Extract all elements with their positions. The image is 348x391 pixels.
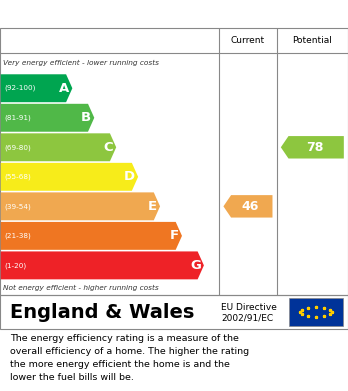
Text: E: E <box>148 200 157 213</box>
Polygon shape <box>223 195 272 217</box>
Polygon shape <box>1 192 160 220</box>
Text: G: G <box>190 259 201 272</box>
Text: Very energy efficient - lower running costs: Very energy efficient - lower running co… <box>3 59 159 66</box>
Text: Not energy efficient - higher running costs: Not energy efficient - higher running co… <box>3 284 159 291</box>
Polygon shape <box>1 163 138 191</box>
Polygon shape <box>1 133 116 161</box>
Polygon shape <box>1 74 72 102</box>
Text: (1-20): (1-20) <box>4 262 26 269</box>
Text: 2002/91/EC: 2002/91/EC <box>221 313 273 322</box>
Text: B: B <box>81 111 91 124</box>
Text: F: F <box>170 230 179 242</box>
Text: A: A <box>59 82 69 95</box>
Text: (39-54): (39-54) <box>4 203 31 210</box>
Text: The energy efficiency rating is a measure of the
overall efficiency of a home. T: The energy efficiency rating is a measur… <box>10 334 250 382</box>
Polygon shape <box>1 104 94 132</box>
Polygon shape <box>1 222 182 250</box>
Text: 46: 46 <box>242 200 259 213</box>
Text: C: C <box>103 141 113 154</box>
Text: (55-68): (55-68) <box>4 174 31 180</box>
Polygon shape <box>281 136 344 158</box>
Text: 78: 78 <box>306 141 323 154</box>
Text: Potential: Potential <box>292 36 332 45</box>
Text: (92-100): (92-100) <box>4 85 35 91</box>
Text: (81-91): (81-91) <box>4 115 31 121</box>
Text: Current: Current <box>231 36 265 45</box>
Text: (21-38): (21-38) <box>4 233 31 239</box>
Bar <box>289 298 343 326</box>
Text: Energy Efficiency Rating: Energy Efficiency Rating <box>69 7 279 22</box>
Text: England & Wales: England & Wales <box>10 303 195 321</box>
Text: (69-80): (69-80) <box>4 144 31 151</box>
Polygon shape <box>1 251 204 279</box>
Text: D: D <box>124 170 135 183</box>
Text: EU Directive: EU Directive <box>221 303 277 312</box>
